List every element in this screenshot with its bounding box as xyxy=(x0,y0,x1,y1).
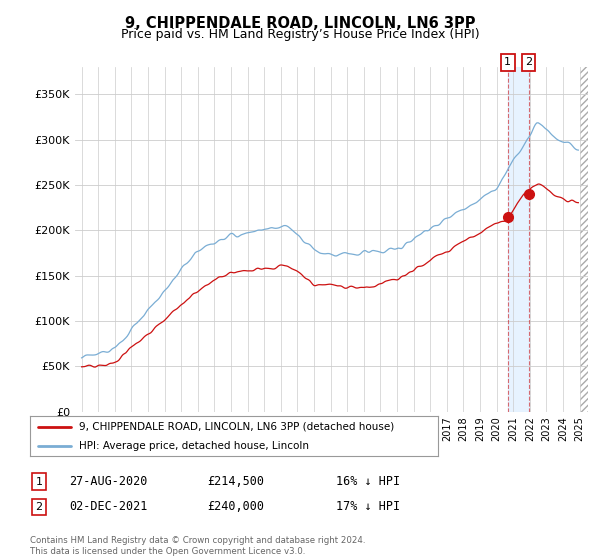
Text: 9, CHIPPENDALE ROAD, LINCOLN, LN6 3PP (detached house): 9, CHIPPENDALE ROAD, LINCOLN, LN6 3PP (d… xyxy=(79,422,394,432)
Text: 02-DEC-2021: 02-DEC-2021 xyxy=(69,500,148,514)
Text: 1: 1 xyxy=(504,57,511,67)
Text: 16% ↓ HPI: 16% ↓ HPI xyxy=(336,475,400,488)
Text: £214,500: £214,500 xyxy=(207,475,264,488)
Text: Contains HM Land Registry data © Crown copyright and database right 2024.
This d: Contains HM Land Registry data © Crown c… xyxy=(30,536,365,556)
Text: 2: 2 xyxy=(35,502,43,512)
Text: HPI: Average price, detached house, Lincoln: HPI: Average price, detached house, Linc… xyxy=(79,441,309,450)
Text: 9, CHIPPENDALE ROAD, LINCOLN, LN6 3PP: 9, CHIPPENDALE ROAD, LINCOLN, LN6 3PP xyxy=(125,16,475,31)
Text: 27-AUG-2020: 27-AUG-2020 xyxy=(69,475,148,488)
Text: £240,000: £240,000 xyxy=(207,500,264,514)
Bar xyxy=(508,67,529,412)
Text: 17% ↓ HPI: 17% ↓ HPI xyxy=(336,500,400,514)
Text: 2: 2 xyxy=(525,57,532,67)
Text: Price paid vs. HM Land Registry’s House Price Index (HPI): Price paid vs. HM Land Registry’s House … xyxy=(121,28,479,41)
Text: 1: 1 xyxy=(35,477,43,487)
